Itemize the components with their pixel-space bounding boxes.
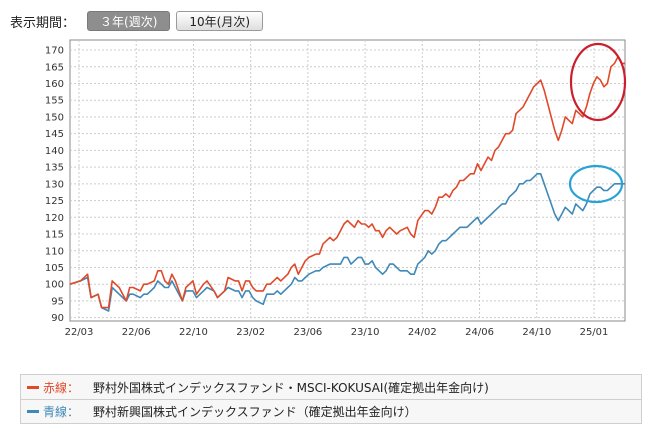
x-tick-label: 23/06 (293, 327, 322, 338)
y-tick-label: 110 (45, 246, 64, 257)
x-tick-label: 24/10 (522, 327, 551, 338)
annotation-circle-red (569, 42, 627, 122)
annotation-circle-blue (568, 164, 624, 204)
y-tick-label: 160 (45, 79, 64, 90)
y-tick-label: 155 (45, 96, 64, 107)
y-tick-label: 150 (45, 112, 64, 123)
plot-frame (69, 39, 626, 322)
x-tick-label: 24/06 (465, 327, 494, 338)
x-tick-label: 23/10 (351, 327, 380, 338)
x-tick-label: 24/02 (408, 327, 437, 338)
y-tick-label: 145 (45, 129, 64, 140)
legend-key-red: 赤線： (43, 380, 80, 395)
series-lines (69, 55, 625, 312)
series-line-blue (69, 173, 625, 312)
x-tick-label: 22/10 (179, 327, 208, 338)
y-tick-label: 125 (45, 196, 64, 207)
y-tick-label: 100 (45, 280, 64, 291)
y-axis-ticks: 90 95 100 105 110 115 120 125 130 135 140 145 150 155… (45, 46, 64, 325)
period-label: 表示期間： (10, 15, 76, 31)
y-tick-label: 170 (45, 46, 64, 57)
y-tick-label: 120 (45, 213, 64, 224)
period-button-10y-monthly[interactable]: 10年(月次) (176, 11, 264, 31)
grid (69, 39, 626, 322)
line-chart: 90 95 100 105 110 115 120 125 130 135 140 145 150 155… (45, 39, 627, 338)
x-tick-label: 23/02 (236, 327, 265, 338)
legend-swatch-red (27, 385, 39, 389)
legend-item-blue: 青線： 野村新興国株式インデックスファンド（確定拠出年金向け） (21, 399, 641, 423)
y-tick-label: 135 (45, 163, 64, 174)
y-tick-label: 90 (51, 313, 64, 324)
period-button-3y-weekly[interactable]: ３年(週次) (87, 11, 171, 31)
y-tick-label: 95 (51, 296, 64, 307)
legend-swatch-blue (27, 410, 39, 413)
x-tick-label: 22/06 (122, 327, 151, 338)
legend: 赤線： 野村外国株式インデックスファンド・MSCI-KOKUSAI(確定拠出年金… (20, 374, 642, 424)
x-tick-label: 22/03 (65, 327, 94, 338)
legend-key-blue: 青線： (43, 405, 80, 419)
y-tick-label: 140 (45, 146, 64, 157)
y-tick-label: 105 (45, 263, 64, 274)
legend-name-red: 野村外国株式インデックスファンド・MSCI-KOKUSAI(確定拠出年金向け) (93, 380, 489, 395)
x-axis-ticks: 22/03 22/06 22/10 23/02 23/06 23/10 24/02 24/06… (65, 327, 609, 338)
legend-name-blue: 野村新興国株式インデックスファンド（確定拠出年金向け） (93, 405, 417, 419)
x-tick-label: 25/01 (580, 327, 609, 338)
period-selector: 表示期間： ３年(週次) 10年(月次) (10, 10, 269, 32)
legend-item-red: 赤線： 野村外国株式インデックスファンド・MSCI-KOKUSAI(確定拠出年金… (21, 375, 641, 399)
y-tick-label: 165 (45, 62, 64, 73)
annotations (568, 42, 627, 204)
series-line-red (69, 55, 625, 309)
y-tick-label: 130 (45, 179, 64, 190)
y-tick-label: 115 (45, 230, 64, 241)
